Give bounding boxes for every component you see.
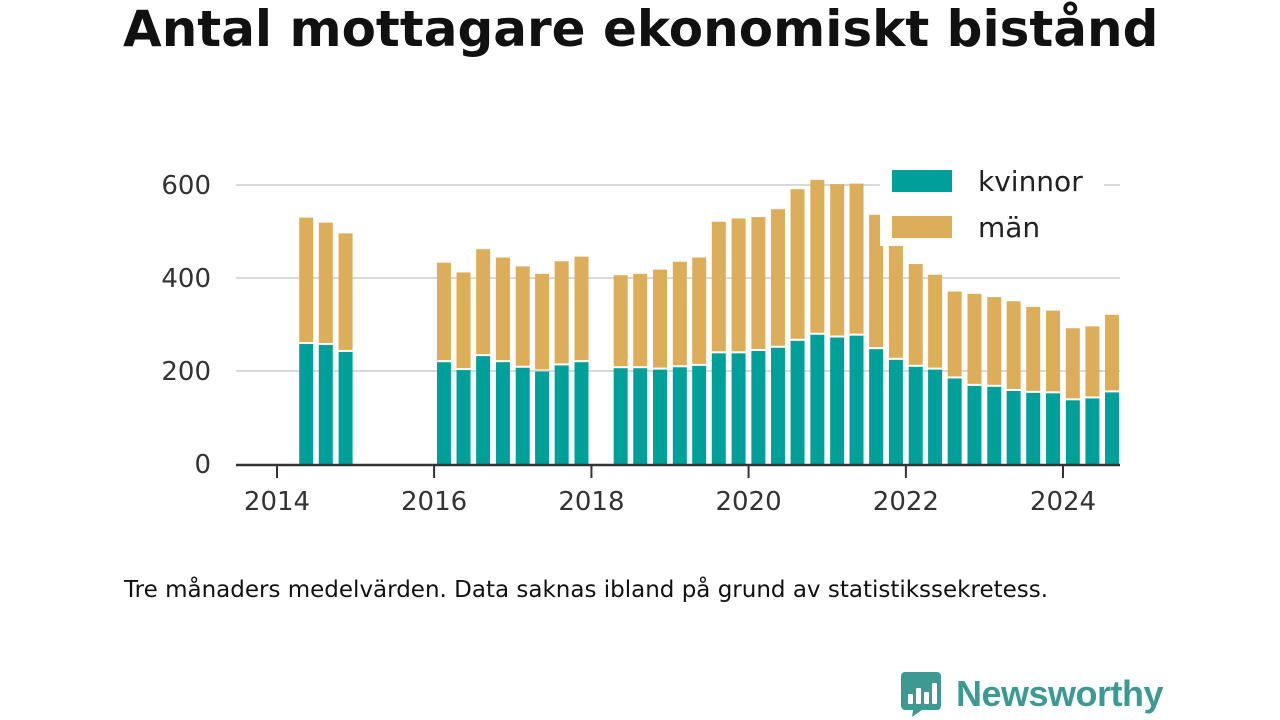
bar-man — [495, 257, 510, 361]
bar-kvinnor — [751, 351, 766, 464]
bar-kvinnor — [1065, 400, 1080, 464]
bar-kvinnor — [987, 386, 1002, 464]
axes: 0 200 400 600 2014 2016 2018 2020 2022 2024 — [161, 171, 1120, 517]
chart-note: Tre månaders medelvärden. Data saknas ib… — [124, 577, 1049, 603]
bar-kvinnor — [318, 344, 333, 464]
bar-kvinnor — [495, 362, 510, 464]
bar-man — [574, 256, 589, 361]
bar-kvinnor — [928, 369, 943, 464]
bar-man — [1104, 314, 1119, 391]
bar-man — [711, 221, 726, 352]
bar-man — [653, 269, 668, 368]
bar-man — [1046, 310, 1061, 392]
bar-kvinnor — [692, 365, 707, 464]
bar-kvinnor — [1006, 390, 1021, 464]
bar-kvinnor — [908, 366, 923, 464]
y-tick-label: 600 — [161, 171, 211, 201]
bar-man — [515, 266, 530, 366]
bar-kvinnor — [672, 367, 687, 464]
bars — [299, 179, 1119, 464]
bar-man — [633, 273, 648, 367]
bar-man — [1026, 306, 1041, 391]
bar-kvinnor — [1085, 398, 1100, 464]
x-tick-label: 2022 — [873, 487, 939, 517]
brand-name: Newsworthy — [956, 673, 1164, 714]
bar-kvinnor — [967, 385, 982, 464]
bar-kvinnor — [653, 369, 668, 464]
bar-man — [476, 249, 491, 355]
legend-label: kvinnor — [978, 165, 1083, 198]
bar-man — [1006, 301, 1021, 389]
x-tick-label: 2016 — [401, 487, 467, 517]
bar-kvinnor — [810, 334, 825, 464]
chart-title: Antal mottagare ekonomiskt bistånd — [123, 0, 1159, 58]
y-tick-label: 400 — [161, 264, 211, 294]
newsworthy-logo-icon — [901, 672, 941, 717]
bar-kvinnor — [515, 367, 530, 464]
bar-kvinnor — [770, 347, 785, 464]
bar-man — [1085, 326, 1100, 397]
bar-man — [928, 274, 943, 368]
bar-man — [456, 272, 471, 369]
bar-man — [613, 275, 628, 367]
bar-kvinnor — [476, 356, 491, 464]
x-tick-label: 2020 — [715, 487, 781, 517]
bar-man — [849, 183, 864, 334]
bar-kvinnor — [1104, 392, 1119, 464]
bar-man — [338, 233, 353, 350]
bar-man — [790, 189, 805, 339]
x-tick-label: 2024 — [1030, 487, 1096, 517]
bar-man — [731, 218, 746, 352]
bar-man — [299, 217, 314, 343]
bar-man — [672, 261, 687, 366]
bar-kvinnor — [338, 351, 353, 464]
y-tick-label: 0 — [194, 450, 211, 480]
x-tick-label: 2018 — [558, 487, 624, 517]
bar-man — [888, 244, 903, 358]
y-tick-label: 200 — [161, 357, 211, 387]
bar-kvinnor — [869, 349, 884, 464]
bar-man — [967, 293, 982, 384]
legend: kvinnor män — [880, 162, 1104, 246]
bar-kvinnor — [947, 378, 962, 464]
bar-kvinnor — [790, 340, 805, 464]
bar-kvinnor — [711, 353, 726, 464]
bar-kvinnor — [554, 365, 569, 464]
bar-man — [535, 273, 550, 370]
bar-man — [987, 297, 1002, 385]
bar-kvinnor — [888, 359, 903, 464]
bar-man — [908, 264, 923, 365]
bar-kvinnor — [731, 353, 746, 464]
brand: Newsworthy — [900, 668, 1164, 720]
bar-man — [830, 184, 845, 336]
bar-kvinnor — [1046, 393, 1061, 464]
bar-kvinnor — [849, 335, 864, 464]
x-tick-label: 2014 — [244, 487, 310, 517]
bar-kvinnor — [1026, 392, 1041, 464]
bar-man — [770, 209, 785, 346]
bar-man — [810, 179, 825, 333]
bar-man — [751, 217, 766, 350]
bar-kvinnor — [830, 337, 845, 464]
bar-man — [947, 291, 962, 377]
bar-kvinnor — [574, 362, 589, 464]
bar-kvinnor — [633, 368, 648, 464]
bar-man — [869, 214, 884, 348]
bar-man — [318, 222, 333, 343]
bar-kvinnor — [436, 362, 451, 464]
bar-kvinnor — [456, 370, 471, 464]
bar-man — [1065, 328, 1080, 399]
bar-man — [436, 262, 451, 361]
bar-man — [692, 257, 707, 364]
legend-swatch — [892, 216, 952, 238]
bar-man — [554, 261, 569, 364]
legend-label: män — [978, 211, 1040, 244]
bar-kvinnor — [535, 371, 550, 464]
legend-swatch — [892, 170, 952, 192]
bar-kvinnor — [613, 368, 628, 464]
bar-kvinnor — [299, 344, 314, 464]
